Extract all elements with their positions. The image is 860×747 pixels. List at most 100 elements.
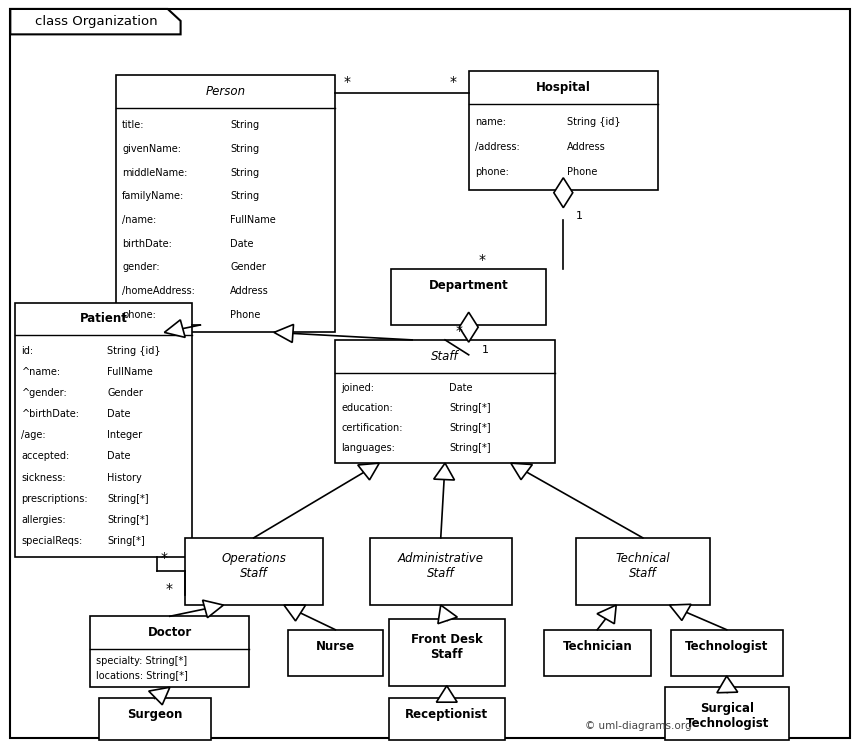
- Text: sickness:: sickness:: [22, 473, 66, 483]
- Text: Phone: Phone: [230, 310, 261, 320]
- FancyBboxPatch shape: [544, 630, 651, 676]
- Text: 1: 1: [576, 211, 583, 221]
- Text: FullName: FullName: [230, 215, 276, 225]
- Text: Date: Date: [108, 409, 131, 419]
- Text: String[*]: String[*]: [450, 403, 491, 413]
- Text: 1: 1: [482, 345, 488, 356]
- Text: Date: Date: [108, 451, 131, 462]
- Text: String {id}: String {id}: [108, 346, 161, 356]
- Polygon shape: [274, 324, 293, 342]
- Text: Technician: Technician: [562, 639, 632, 653]
- Text: prescriptions:: prescriptions:: [22, 494, 88, 503]
- Text: id:: id:: [22, 346, 34, 356]
- Text: familyName:: familyName:: [122, 191, 184, 202]
- Text: Operations
Staff: Operations Staff: [221, 552, 286, 580]
- FancyBboxPatch shape: [288, 630, 383, 676]
- Text: Person: Person: [206, 84, 246, 98]
- Text: phone:: phone:: [475, 167, 508, 177]
- Text: /age:: /age:: [22, 430, 46, 441]
- Text: FullName: FullName: [108, 368, 153, 377]
- Text: Phone: Phone: [567, 167, 598, 177]
- Text: *: *: [161, 551, 168, 565]
- Text: Administrative
Staff: Administrative Staff: [397, 552, 483, 580]
- Text: Address: Address: [567, 142, 605, 152]
- Text: title:: title:: [122, 120, 144, 130]
- Text: /name:: /name:: [122, 215, 157, 225]
- Polygon shape: [10, 9, 181, 34]
- Text: Technologist: Technologist: [685, 639, 768, 653]
- Text: /homeAddress:: /homeAddress:: [122, 286, 195, 296]
- Text: certification:: certification:: [341, 423, 403, 433]
- FancyBboxPatch shape: [469, 71, 658, 190]
- Polygon shape: [554, 178, 573, 208]
- Text: Surgeon: Surgeon: [127, 708, 182, 722]
- Text: *: *: [456, 324, 463, 338]
- Polygon shape: [511, 463, 532, 480]
- Text: History: History: [108, 473, 142, 483]
- Text: Gender: Gender: [230, 262, 266, 273]
- Text: Patient: Patient: [80, 312, 127, 326]
- FancyBboxPatch shape: [370, 538, 512, 605]
- Text: /address:: /address:: [475, 142, 519, 152]
- Text: gender:: gender:: [122, 262, 160, 273]
- Polygon shape: [203, 600, 224, 618]
- Polygon shape: [670, 604, 691, 621]
- Text: ^birthDate:: ^birthDate:: [22, 409, 79, 419]
- Text: ^name:: ^name:: [22, 368, 60, 377]
- Text: Staff: Staff: [431, 350, 459, 363]
- FancyBboxPatch shape: [335, 340, 555, 463]
- Polygon shape: [149, 687, 169, 705]
- Text: *: *: [166, 583, 173, 597]
- Text: *: *: [479, 253, 486, 267]
- Text: Technical
Staff: Technical Staff: [616, 552, 670, 580]
- Text: middleName:: middleName:: [122, 167, 187, 178]
- Text: Date: Date: [450, 382, 473, 393]
- Text: locations: String[*]: locations: String[*]: [96, 671, 188, 681]
- Text: © uml-diagrams.org: © uml-diagrams.org: [585, 721, 691, 731]
- Text: String[*]: String[*]: [450, 443, 491, 453]
- Text: String {id}: String {id}: [567, 117, 621, 128]
- Text: Integer: Integer: [108, 430, 142, 441]
- Text: accepted:: accepted:: [22, 451, 70, 462]
- FancyBboxPatch shape: [185, 538, 322, 605]
- Text: String: String: [230, 167, 259, 178]
- Text: phone:: phone:: [122, 310, 156, 320]
- FancyBboxPatch shape: [665, 687, 789, 740]
- Polygon shape: [358, 463, 379, 480]
- FancyBboxPatch shape: [389, 619, 505, 686]
- Text: Address: Address: [230, 286, 269, 296]
- Text: ^gender:: ^gender:: [22, 388, 67, 398]
- Text: birthDate:: birthDate:: [122, 238, 172, 249]
- Text: joined:: joined:: [341, 382, 374, 393]
- FancyBboxPatch shape: [576, 538, 710, 605]
- Polygon shape: [438, 605, 458, 624]
- Text: Date: Date: [230, 238, 254, 249]
- Text: specialty: String[*]: specialty: String[*]: [96, 656, 187, 666]
- FancyBboxPatch shape: [15, 303, 192, 557]
- Polygon shape: [459, 312, 478, 342]
- Text: *: *: [344, 75, 351, 89]
- Text: Department: Department: [429, 279, 508, 292]
- Polygon shape: [436, 686, 458, 702]
- FancyBboxPatch shape: [389, 698, 505, 740]
- Text: Front Desk
Staff: Front Desk Staff: [411, 633, 482, 661]
- Text: *: *: [450, 75, 457, 89]
- Text: Sring[*]: Sring[*]: [108, 536, 144, 546]
- Text: String[*]: String[*]: [108, 494, 149, 503]
- Text: String: String: [230, 144, 259, 154]
- Text: allergies:: allergies:: [22, 515, 66, 524]
- Text: Receptionist: Receptionist: [405, 708, 488, 722]
- Text: String: String: [230, 120, 259, 130]
- FancyBboxPatch shape: [90, 616, 249, 687]
- Text: String[*]: String[*]: [450, 423, 491, 433]
- Text: givenName:: givenName:: [122, 144, 181, 154]
- Polygon shape: [284, 605, 305, 621]
- Text: Surgical
Technologist: Surgical Technologist: [685, 701, 769, 730]
- Polygon shape: [164, 320, 185, 338]
- Text: String[*]: String[*]: [108, 515, 149, 524]
- Text: Nurse: Nurse: [316, 639, 355, 653]
- FancyBboxPatch shape: [671, 630, 783, 676]
- FancyBboxPatch shape: [391, 269, 546, 325]
- Text: Gender: Gender: [108, 388, 143, 398]
- Polygon shape: [597, 605, 616, 624]
